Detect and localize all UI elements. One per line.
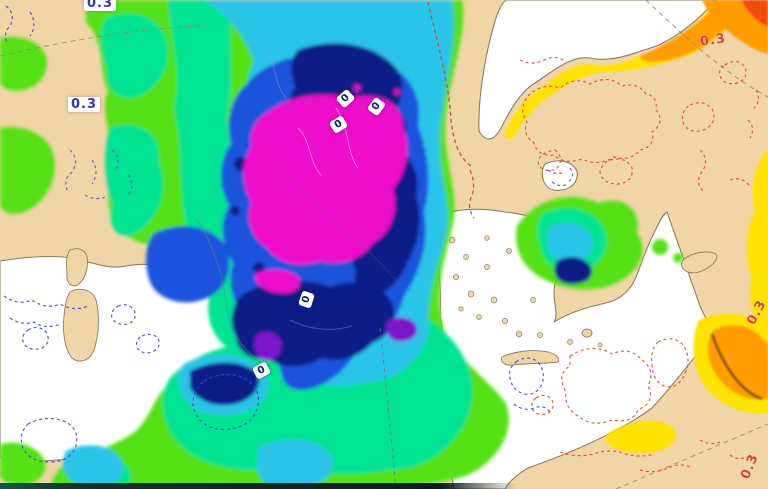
contour-label-03-topright: 0.3 (699, 31, 727, 50)
precip-magenta (243, 84, 408, 294)
contour-label-03-top: 0.3 (84, 0, 117, 11)
sea-marmara (541, 160, 578, 191)
dry-layer (504, 0, 768, 454)
aegean-islands (448, 235, 603, 348)
bottom-bar (0, 483, 518, 489)
red-contours-layer (427, 1, 760, 473)
faint-borders-layer (195, 33, 399, 369)
island-rhodes (581, 328, 593, 338)
contour-label-03-left: 0.3 (68, 97, 101, 112)
precip-violet (254, 317, 418, 361)
sea-black-sea (478, 0, 717, 140)
islands-layer (62, 235, 718, 366)
levant-coastline (710, 333, 763, 401)
dry-red-orange (741, 0, 768, 27)
island-corsica (66, 248, 88, 287)
precip-layer (0, 0, 683, 489)
island-cyprus (681, 251, 718, 274)
blue-contours-layer (3, 5, 574, 463)
island-sardinia (62, 288, 99, 362)
